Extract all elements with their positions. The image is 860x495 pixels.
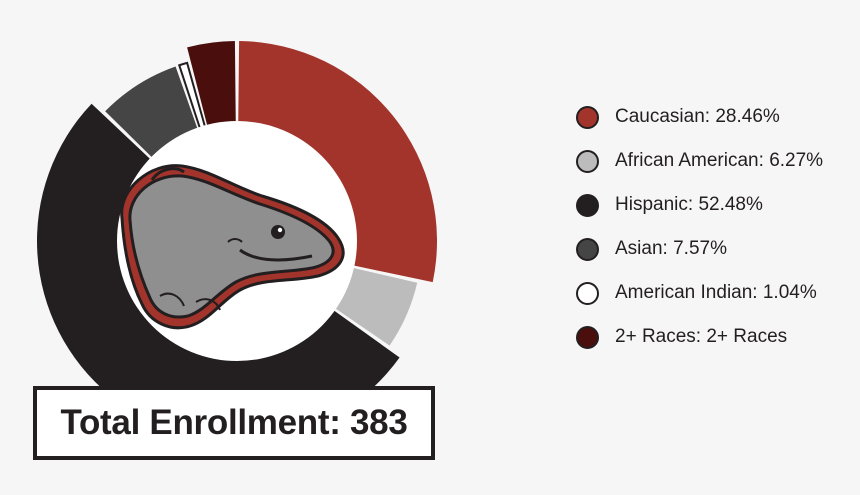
legend-item-american-indian: American Indian: 1.04%: [576, 271, 823, 315]
legend-item-caucasian: Caucasian: 28.46%: [576, 95, 823, 139]
total-enrollment-label: Total Enrollment: 383: [60, 403, 408, 442]
legend-label-caucasian: Caucasian: 28.46%: [615, 106, 780, 127]
total-enrollment-box: Total Enrollment: 383: [33, 386, 435, 460]
pie-slice-2-races: [187, 41, 236, 127]
legend-swatch-asian: [576, 237, 599, 261]
legend-swatch-hispanic: [576, 193, 599, 217]
legend-item-african-american: African American: 6.27%: [576, 139, 823, 183]
legend-label-american-indian: American Indian: 1.04%: [615, 282, 817, 303]
pie-slice-hispanic: [36, 103, 400, 442]
legend-swatch-african-american: [576, 149, 599, 173]
enrollment-donut-chart: Total Enrollment: 383: [33, 41, 437, 460]
legend-label-african-american: African American: 6.27%: [615, 150, 824, 171]
chart-legend: Caucasian: 28.46% African American: 6.27%…: [576, 95, 823, 359]
legend-item-2-races: 2+ Races: 2+ Races: [576, 315, 823, 359]
pie-slice-asian: [105, 66, 198, 159]
legend-label-2-races: 2+ Races: 2+ Races: [615, 326, 788, 347]
legend-swatch-2-races: [576, 325, 599, 349]
legend-swatch-american-indian: [576, 281, 599, 305]
donut-svg: [36, 41, 437, 442]
legend-swatch-caucasian: [576, 105, 599, 129]
legend-item-asian: Asian: 7.57%: [576, 227, 823, 271]
legend-item-hispanic: Hispanic: 52.48%: [576, 183, 823, 227]
pie-slice-african-american: [334, 267, 418, 346]
legend-label-asian: Asian: 7.57%: [615, 238, 727, 259]
legend-label-hispanic: Hispanic: 52.48%: [615, 194, 763, 215]
dolphin-mascot-icon: [120, 164, 345, 330]
pie-slice-caucasian: [238, 41, 437, 283]
